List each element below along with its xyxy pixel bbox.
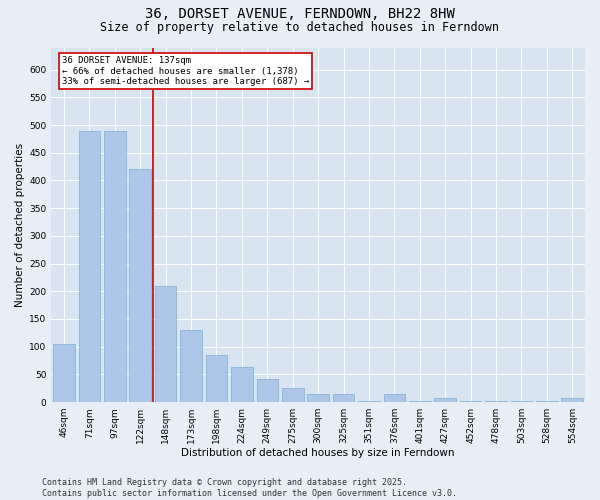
Bar: [155, 286, 176, 402]
Bar: [333, 394, 355, 402]
Bar: [511, 401, 532, 402]
Bar: [180, 330, 202, 402]
Bar: [460, 401, 481, 402]
Bar: [536, 401, 557, 402]
Bar: [231, 367, 253, 402]
Bar: [257, 379, 278, 402]
Text: Size of property relative to detached houses in Ferndown: Size of property relative to detached ho…: [101, 21, 499, 34]
Bar: [130, 170, 151, 402]
Bar: [434, 398, 456, 402]
Bar: [53, 344, 75, 402]
Bar: [358, 401, 380, 402]
Y-axis label: Number of detached properties: Number of detached properties: [15, 142, 25, 307]
Text: Contains HM Land Registry data © Crown copyright and database right 2025.
Contai: Contains HM Land Registry data © Crown c…: [42, 478, 457, 498]
Bar: [409, 401, 431, 402]
Bar: [206, 355, 227, 402]
Text: 36, DORSET AVENUE, FERNDOWN, BH22 8HW: 36, DORSET AVENUE, FERNDOWN, BH22 8HW: [145, 8, 455, 22]
X-axis label: Distribution of detached houses by size in Ferndown: Distribution of detached houses by size …: [181, 448, 455, 458]
Bar: [383, 394, 405, 402]
Bar: [104, 130, 125, 402]
Text: 36 DORSET AVENUE: 137sqm
← 66% of detached houses are smaller (1,378)
33% of sem: 36 DORSET AVENUE: 137sqm ← 66% of detach…: [62, 56, 309, 86]
Bar: [485, 401, 507, 402]
Bar: [282, 388, 304, 402]
Bar: [307, 394, 329, 402]
Bar: [562, 398, 583, 402]
Bar: [79, 130, 100, 402]
